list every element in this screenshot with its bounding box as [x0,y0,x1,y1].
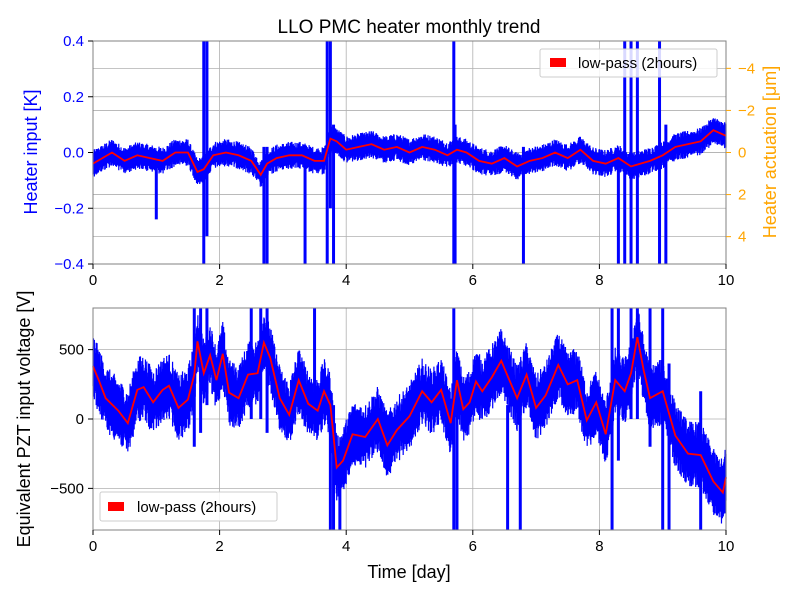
y-tick-label: 0.2 [63,89,84,106]
top-y-axis-label: Heater input [K] [21,89,41,214]
y-tick-label: 0 [76,411,84,428]
lowpass-line [92,129,727,177]
bottom-panel: 0 2 4 6 8 10 −500 0 500 Equivalent PZT input vo… [14,291,734,582]
bottom-x-axis-label: Time [day] [367,562,450,582]
bottom-legend-swatch [108,502,124,511]
x-tick-label: 2 [215,538,223,555]
bottom-y-ticks: −500 0 500 [50,342,93,497]
bottom-legend-label: low-pass (2hours) [137,499,256,516]
top-y2-axis-label: Heater actuation [μm] [760,66,780,238]
x-tick-label: 10 [718,272,735,289]
x-tick-label: 10 [718,538,735,555]
x-tick-label: 6 [469,538,477,555]
y-tick-label: 0.0 [63,145,84,162]
lowpass-line [92,336,727,495]
x-tick-label: 4 [342,272,350,289]
top-lowpass-line [92,129,727,177]
x-tick-label: 8 [595,272,603,289]
top-raw-trace [92,41,727,264]
y-tick-label: −0.2 [54,200,84,217]
bottom-lowpass-line [92,336,727,495]
x-tick-label: 8 [595,538,603,555]
x-tick-label: 2 [215,272,223,289]
y-tick-label: 0.4 [63,33,84,50]
bottom-legend-box [99,491,278,522]
chart-title: LLO PMC heater monthly trend [278,17,541,38]
top-y-ticks: −0.4 −0.2 0.0 0.2 0.4 [54,33,93,273]
top-y2-ticks: −4 −2 0 2 4 [726,60,755,246]
top-panel: 0 2 4 6 8 10 −0.4 −0.2 0.0 0.2 0.4 −4 −2 0 2 4 Heater… [21,33,780,289]
y-tick-label: 500 [59,342,84,359]
y-tick-label: −500 [50,480,84,497]
top-legend-label: low-pass (2hours) [578,55,697,72]
bottom-legend: low-pass (2hours) [99,491,278,522]
bottom-x-ticks: 0 2 4 6 8 10 [89,530,735,555]
x-tick-label: 0 [89,272,97,289]
top-legend: low-pass (2hours) [539,48,718,78]
y2-tick-label: 0 [738,145,746,162]
y2-tick-label: −4 [738,60,755,77]
top-legend-swatch [550,58,566,67]
x-tick-label: 6 [469,272,477,289]
y2-tick-label: 4 [738,229,746,246]
x-tick-label: 4 [342,538,350,555]
bottom-y-axis-label: Equivalent PZT input voltage [V] [14,291,34,548]
y-tick-label: −0.4 [54,256,84,273]
x-tick-label: 0 [89,538,97,555]
bottom-raw-trace [92,308,727,530]
y2-tick-label: −2 [738,102,755,119]
top-x-ticks: 0 2 4 6 8 10 [89,264,735,289]
y2-tick-label: 2 [738,187,746,204]
top-legend-box [539,48,718,78]
